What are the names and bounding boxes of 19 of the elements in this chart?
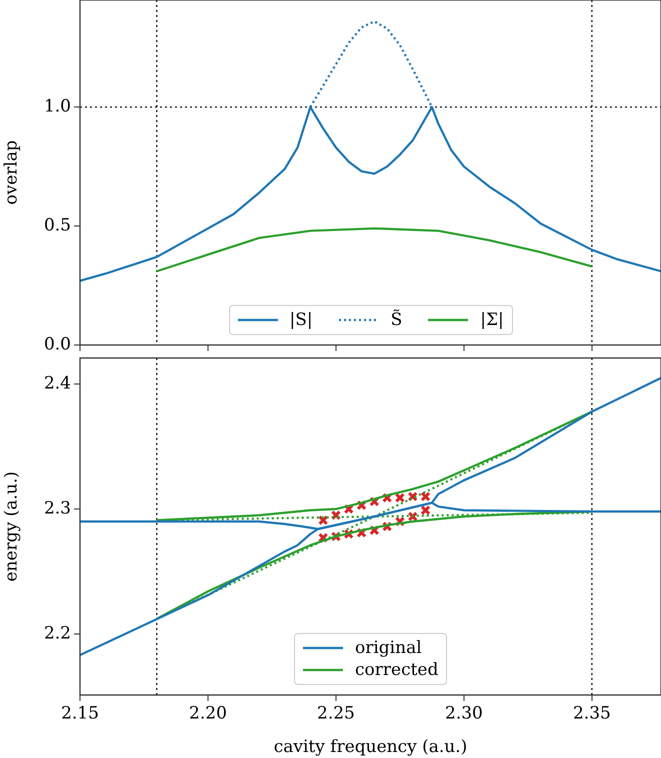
y-axis-title: overlap (2, 140, 22, 205)
y-axis-title: energy (a.u.) (2, 471, 22, 582)
legend-label: corrected (355, 660, 438, 680)
x-tick-label: 2.15 (61, 704, 99, 724)
x-tick-label: 2.30 (444, 704, 483, 724)
x-tick-label: 2.25 (317, 704, 355, 724)
y-tick-label: 2.4 (44, 374, 71, 394)
y-tick-label: 0.0 (44, 334, 71, 354)
y-tick-label: 2.2 (44, 623, 71, 644)
x-tick-label: 2.35 (572, 704, 611, 724)
y-tick-label: 1.0 (44, 96, 71, 116)
legend-label: S̃ (390, 310, 402, 330)
y-tick-label: 2.3 (44, 498, 71, 518)
x-tick-label: 2.20 (189, 704, 227, 724)
legend-label: original (355, 638, 422, 658)
x-axis-title: cavity frequency (a.u.) (274, 737, 468, 758)
legend-label: |S| (290, 310, 313, 330)
legend-label: |Σ| (480, 310, 504, 330)
y-tick-label: 0.5 (44, 215, 71, 236)
